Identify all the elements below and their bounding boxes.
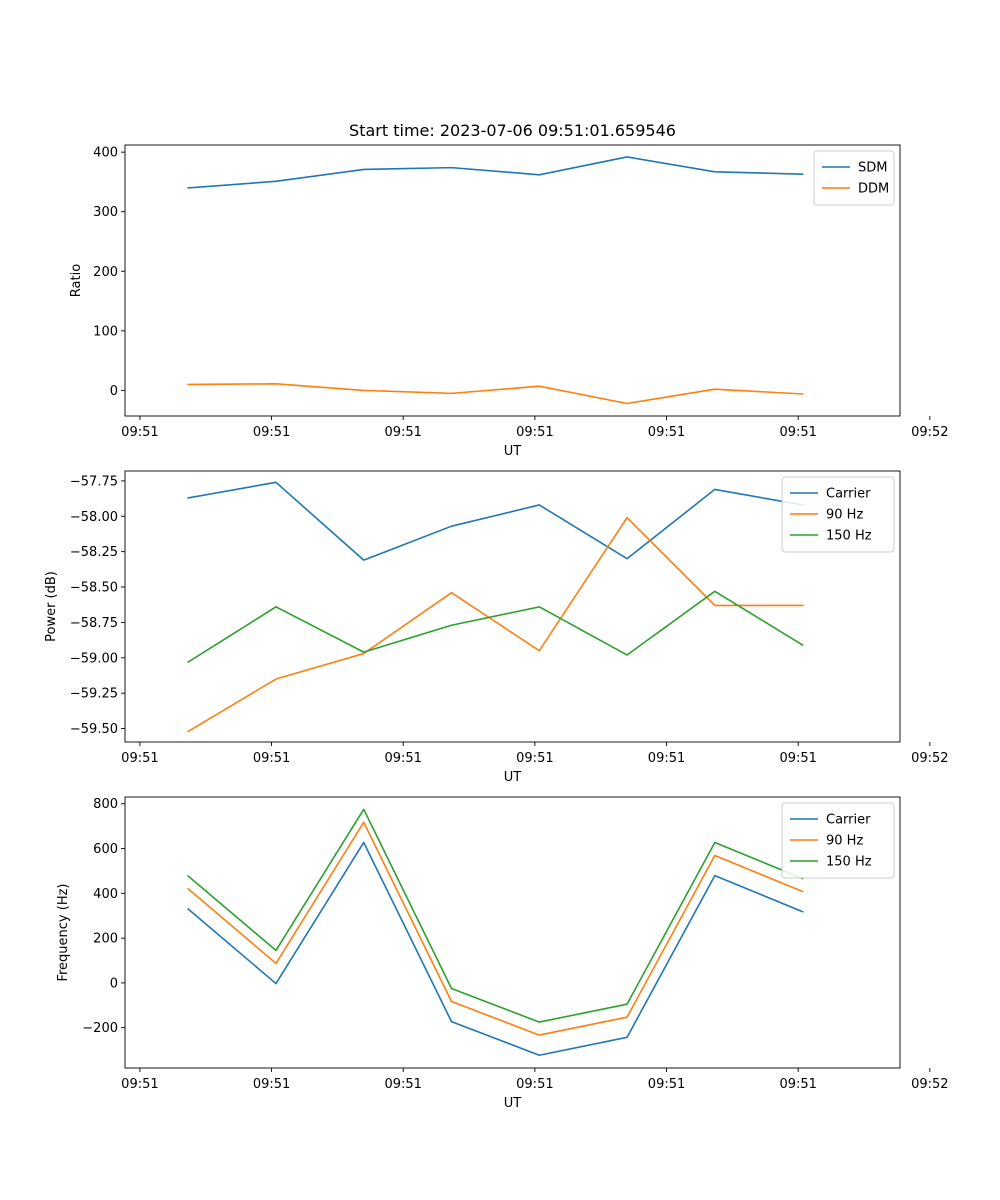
ratio-x-tick-label: 09:51 <box>779 425 816 440</box>
power-x-tick-label: 09:51 <box>516 751 553 766</box>
frequency-x-tick-label: 09:52 <box>911 1077 948 1092</box>
power-x-tick-label: 09:51 <box>384 751 421 766</box>
frequency-x-tick-label: 09:51 <box>384 1077 421 1092</box>
frequency-y-tick-label: 800 <box>93 797 118 812</box>
power-y-axis-label: Power (dB) <box>44 571 59 642</box>
ratio-y-tick-label: 0 <box>110 384 118 399</box>
frequency-x-tick-label: 09:51 <box>648 1077 685 1092</box>
power-series-carrier-line <box>187 481 804 561</box>
power-y-tick-label: −59.25 <box>70 687 118 702</box>
power-y-tick-label: −58.25 <box>70 545 118 560</box>
ratio-legend-label-sdm: SDM <box>858 161 887 176</box>
power-y-tick-label: −59.00 <box>70 651 118 666</box>
ratio-x-axis-label: UT <box>504 444 522 459</box>
frequency-y-tick-label: 600 <box>93 842 118 857</box>
power-axes-frame <box>124 470 901 743</box>
frequency-chart: 09:51 09:51 09:51 09:51 09:51 09:51 09:52 −200 0… <box>56 796 949 1111</box>
power-y-tick-label: −59.50 <box>70 722 118 737</box>
frequency-legend-label-90-hz: 90 Hz <box>826 834 863 849</box>
power-x-tick-label: 09:51 <box>253 751 290 766</box>
frequency-x-tick-label: 09:51 <box>121 1077 158 1092</box>
frequency-x-tick-label: 09:51 <box>516 1077 553 1092</box>
ratio-y-axis-label: Ratio <box>69 264 84 297</box>
ratio-series-sdm-line <box>187 156 804 189</box>
power-legend-label-carrier: Carrier <box>826 487 871 502</box>
power-x-tick-label: 09:51 <box>779 751 816 766</box>
frequency-series-90-hz-line <box>187 821 804 1036</box>
power-legend-label-150-hz: 150 Hz <box>826 529 872 544</box>
power-x-tick-label: 09:51 <box>121 751 158 766</box>
frequency-y-axis-label: Frequency (Hz) <box>56 883 71 981</box>
power-x-tick-label: 09:52 <box>911 751 948 766</box>
power-legend: Carrier 90 Hz 150 Hz <box>781 476 895 553</box>
power-y-tick-label: −58.50 <box>70 581 118 596</box>
ratio-x-tick-label: 09:51 <box>516 425 553 440</box>
power-y-tick-label: −58.00 <box>70 510 118 525</box>
power-legend-box <box>781 476 895 553</box>
ratio-series-ddm-line <box>187 383 804 405</box>
power-y-tick-label: −58.75 <box>70 616 118 631</box>
frequency-x-tick-label: 09:51 <box>253 1077 290 1092</box>
frequency-y-tick-label: 0 <box>110 976 118 991</box>
frequency-legend: Carrier 90 Hz 150 Hz <box>781 802 895 879</box>
ratio-y-tick-label: 400 <box>93 146 118 161</box>
power-legend-label-90-hz: 90 Hz <box>826 508 863 523</box>
ratio-legend-box <box>813 150 895 206</box>
frequency-y-tick-label: 200 <box>93 932 118 947</box>
ratio-x-tick-label: 09:51 <box>121 425 158 440</box>
ratio-y-tick-label: 300 <box>93 205 118 220</box>
ratio-legend: SDM DDM <box>813 150 895 206</box>
power-y-tick-label: −57.75 <box>70 474 118 489</box>
frequency-axes-frame <box>124 796 901 1069</box>
ratio-x-tick-label: 09:51 <box>384 425 421 440</box>
ratio-x-tick-label: 09:52 <box>911 425 948 440</box>
ratio-chart: 09:51 09:51 09:51 09:51 09:51 09:51 09:52 0 100 2… <box>69 144 949 459</box>
frequency-x-tick-label: 09:51 <box>779 1077 816 1092</box>
power-chart: 09:51 09:51 09:51 09:51 09:51 09:51 09:52 −57.7… <box>44 470 949 785</box>
frequency-y-tick-label: 400 <box>93 887 118 902</box>
ratio-legend-label-ddm: DDM <box>858 182 889 197</box>
power-x-tick-label: 09:51 <box>648 751 685 766</box>
ratio-y-tick-label: 100 <box>93 324 118 339</box>
frequency-series-150-hz-line <box>187 808 804 1023</box>
ratio-x-tick-label: 09:51 <box>648 425 685 440</box>
frequency-legend-label-150-hz: 150 Hz <box>826 855 872 870</box>
figure-title: Start time: 2023-07-06 09:51:01.659546 <box>349 121 676 140</box>
frequency-legend-label-carrier: Carrier <box>826 813 871 828</box>
power-x-axis-label: UT <box>504 770 522 785</box>
frequency-series-carrier-line <box>187 841 804 1057</box>
frequency-legend-box <box>781 802 895 879</box>
ratio-y-tick-label: 200 <box>93 265 118 280</box>
ratio-axes-frame <box>124 144 901 417</box>
frequency-y-tick-label: −200 <box>82 1021 118 1036</box>
power-series-150-hz-line <box>187 590 804 664</box>
frequency-x-axis-label: UT <box>504 1096 522 1111</box>
power-series-90-hz-line <box>187 516 804 733</box>
ratio-x-tick-label: 09:51 <box>253 425 290 440</box>
